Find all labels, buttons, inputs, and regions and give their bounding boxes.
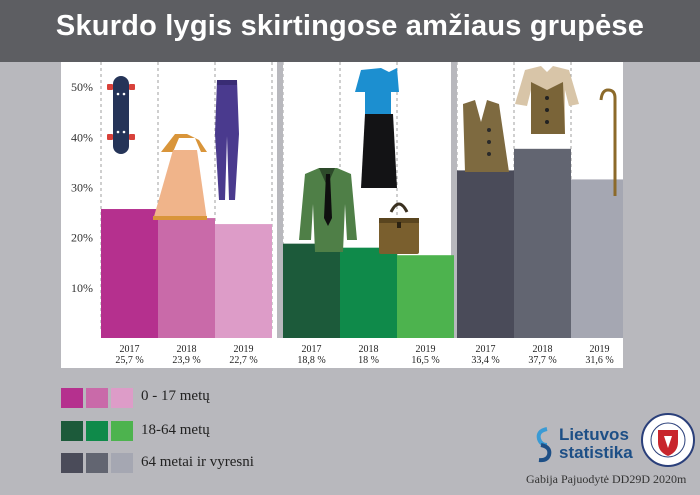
legend-swatch-1a — [61, 388, 83, 408]
bar — [215, 224, 272, 338]
chart-panel: 10% 20% 30% 40% 50% 2017 25,7 % 2018 23,9 % 2019… — [61, 62, 623, 368]
vest-icon — [463, 100, 509, 172]
legend-label-adults: 18-64 metų — [141, 422, 210, 438]
legend-swatch-2a — [61, 421, 83, 441]
y-tick-label: 20% — [71, 231, 93, 245]
bar-value-label: 18,8 % — [297, 355, 325, 366]
skateboard-icon — [107, 76, 135, 154]
skirt-icon — [361, 114, 397, 188]
x-tick-label: 2017 — [476, 344, 496, 355]
cane-icon — [599, 88, 617, 196]
chart-title: Skurdo lygis skirtingose amžiaus grupėse — [55, 10, 645, 42]
legend-label-seniors: 64 metai ir vyresni — [141, 454, 254, 470]
legend-swatch-3b — [86, 453, 108, 473]
logo-line2: statistika — [559, 443, 633, 462]
lietuvos-statistika-logo-icon — [536, 427, 552, 463]
legend-label-children: 0 - 17 metų — [141, 388, 210, 404]
university-seal-icon — [641, 413, 695, 467]
handbag-icon — [379, 202, 419, 254]
logo-text: Lietuvos statistika — [559, 426, 633, 462]
y-tick-label: 40% — [71, 130, 93, 144]
legend-swatch-1c — [111, 388, 133, 408]
bar-value-label: 31,6 % — [585, 355, 613, 366]
x-tick-label: 2018 — [177, 344, 197, 355]
jacket-icon — [299, 168, 357, 252]
bar-value-label: 18 % — [358, 355, 379, 366]
bar — [457, 170, 514, 338]
header-bar — [0, 0, 700, 62]
group-separator — [451, 62, 457, 338]
legend-swatch-2b — [86, 421, 108, 441]
y-tick-label: 10% — [71, 281, 93, 295]
x-tick-label: 2019 — [234, 344, 254, 355]
bar — [514, 148, 571, 338]
legend-swatch-1b — [86, 388, 108, 408]
x-tick-label: 2017 — [302, 344, 322, 355]
logo-line1: Lietuvos — [559, 425, 629, 444]
x-tick-label: 2019 — [416, 344, 436, 355]
bar — [158, 218, 215, 338]
bar-value-label: 25,7 % — [115, 355, 143, 366]
x-tick-label: 2018 — [533, 344, 553, 355]
blouse-icon — [355, 68, 399, 114]
legend-swatch-3c — [111, 453, 133, 473]
bar — [283, 243, 340, 338]
x-tick-label: 2019 — [590, 344, 610, 355]
bar-value-label: 16,5 % — [411, 355, 439, 366]
x-tick-label: 2018 — [359, 344, 379, 355]
bar — [340, 247, 397, 338]
bar — [101, 209, 158, 338]
group-separator — [277, 62, 283, 338]
leggings-icon — [215, 80, 239, 200]
bar-value-label: 22,7 % — [229, 355, 257, 366]
bar — [571, 179, 623, 338]
bar-value-label: 33,4 % — [471, 355, 499, 366]
legend-swatch-3a — [61, 453, 83, 473]
y-tick-label: 50% — [71, 80, 93, 94]
x-tick-label: 2017 — [120, 344, 140, 355]
author-credit: Gabija Pajuodytė DD29D 2020m — [526, 472, 687, 486]
bar-value-label: 23,9 % — [172, 355, 200, 366]
dress-icon — [153, 134, 207, 220]
cardigan-icon — [515, 66, 579, 134]
bar-value-label: 37,7 % — [528, 355, 556, 366]
y-tick-label: 30% — [71, 180, 93, 194]
bar — [397, 255, 454, 338]
legend-swatch-2c — [111, 421, 133, 441]
